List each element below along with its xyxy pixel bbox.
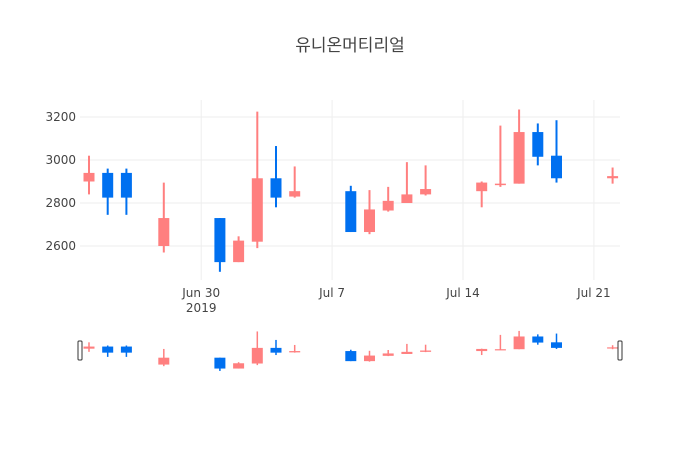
candle[interactable] [382, 186, 394, 212]
slider-candle-body [494, 349, 506, 351]
y-tick-label: 3000 [45, 153, 76, 167]
slider-candle-body [102, 346, 114, 353]
slider-candle-body [551, 342, 562, 348]
candles[interactable] [83, 109, 619, 272]
slider-candle-body [401, 351, 413, 354]
candle[interactable] [607, 167, 619, 184]
candle-body [607, 176, 619, 179]
slider-candle-body [607, 347, 619, 349]
candle-body [158, 218, 170, 246]
candle[interactable] [513, 109, 525, 184]
candle[interactable] [214, 218, 226, 272]
chart-title: 유니온머티리얼 [295, 36, 405, 56]
candle-body [289, 191, 301, 197]
candle-body [513, 132, 525, 184]
candle[interactable] [401, 162, 413, 203]
candle[interactable] [251, 111, 263, 249]
candle-body [120, 172, 132, 198]
x-tick-label: Jul 14 [445, 286, 480, 300]
slider-candle-body [251, 347, 263, 364]
candle-body [532, 132, 544, 157]
candle[interactable] [532, 123, 544, 166]
candle[interactable] [420, 165, 432, 196]
candle-body [83, 172, 95, 182]
range-slider-left-handle[interactable] [77, 340, 83, 361]
candle[interactable] [270, 146, 282, 208]
slider-candle-body [476, 348, 488, 352]
y-tick-label: 2600 [45, 239, 76, 253]
candle-body [102, 172, 114, 198]
slider-candle-body [420, 350, 432, 352]
candle-body [420, 189, 432, 195]
candle-body [382, 200, 394, 211]
x-tick-label: Jul 21 [576, 286, 611, 300]
slider-candle-body [364, 355, 375, 362]
range-slider[interactable] [77, 330, 623, 371]
slider-candle-body [158, 357, 170, 365]
candle[interactable] [364, 190, 375, 235]
slider-candle-body [83, 346, 95, 349]
candle-body [364, 209, 375, 233]
slider-candle-body [233, 363, 245, 369]
candle[interactable] [233, 236, 245, 263]
candle-body [401, 194, 413, 203]
candle-body [494, 183, 506, 186]
candle[interactable] [289, 166, 301, 198]
candle-body [551, 155, 562, 179]
slider-candle-body [289, 351, 301, 353]
candle-body [270, 178, 282, 198]
candle[interactable] [158, 182, 170, 253]
x-tick-year: 2019 [186, 301, 217, 315]
x-tick-label: Jun 30 [181, 286, 220, 300]
slider-candle-body [214, 357, 226, 369]
slider-candle-body [120, 346, 132, 353]
candle[interactable] [476, 181, 488, 208]
candle[interactable] [83, 155, 95, 195]
candle-body [251, 178, 263, 242]
candle[interactable] [494, 125, 506, 187]
candle-body [345, 191, 357, 233]
slider-candle-body [532, 336, 544, 343]
slider-candle-body [345, 351, 357, 362]
candle[interactable] [551, 120, 562, 183]
slider-candle-body [270, 347, 282, 353]
slider-candle-body [382, 353, 394, 356]
candle[interactable] [102, 168, 114, 215]
range-slider-right-handle[interactable] [617, 340, 623, 361]
candle-body [233, 240, 245, 263]
x-tick-label: Jul 7 [318, 286, 345, 300]
candle[interactable] [120, 168, 132, 215]
candle-body [476, 182, 488, 192]
slider-candle-body [513, 336, 525, 350]
y-tick-label: 3200 [45, 110, 76, 124]
y-tick-label: 2800 [45, 196, 76, 210]
candle[interactable] [345, 185, 357, 233]
y-axis: 2600 2800 3000 3200 [45, 110, 76, 253]
candle-body [214, 218, 226, 263]
